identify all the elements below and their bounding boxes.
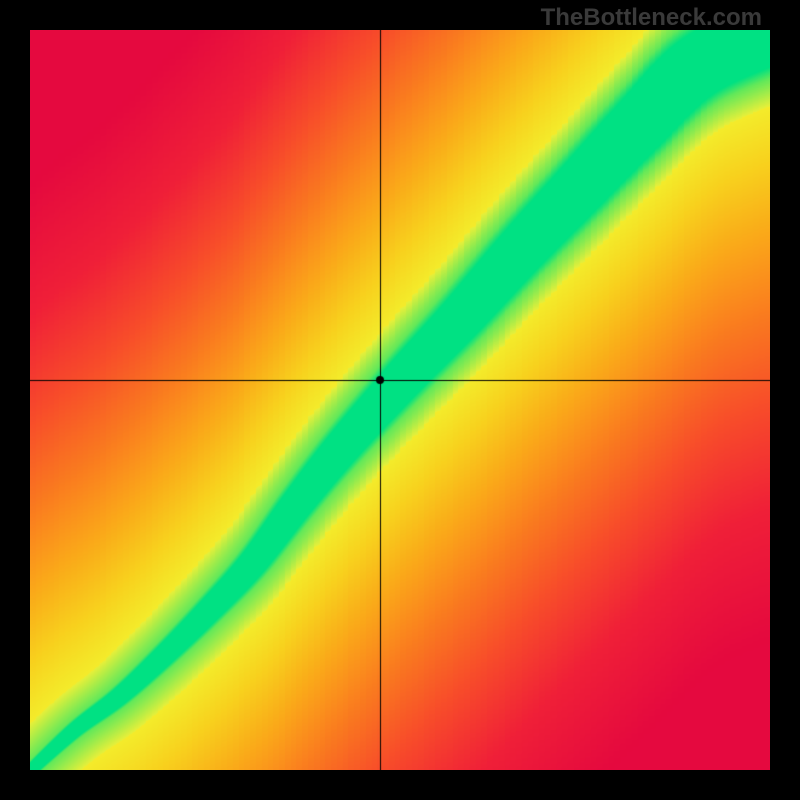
bottleneck-heatmap	[30, 30, 770, 770]
chart-container: TheBottleneck.com	[0, 0, 800, 800]
watermark-text: TheBottleneck.com	[541, 4, 762, 32]
